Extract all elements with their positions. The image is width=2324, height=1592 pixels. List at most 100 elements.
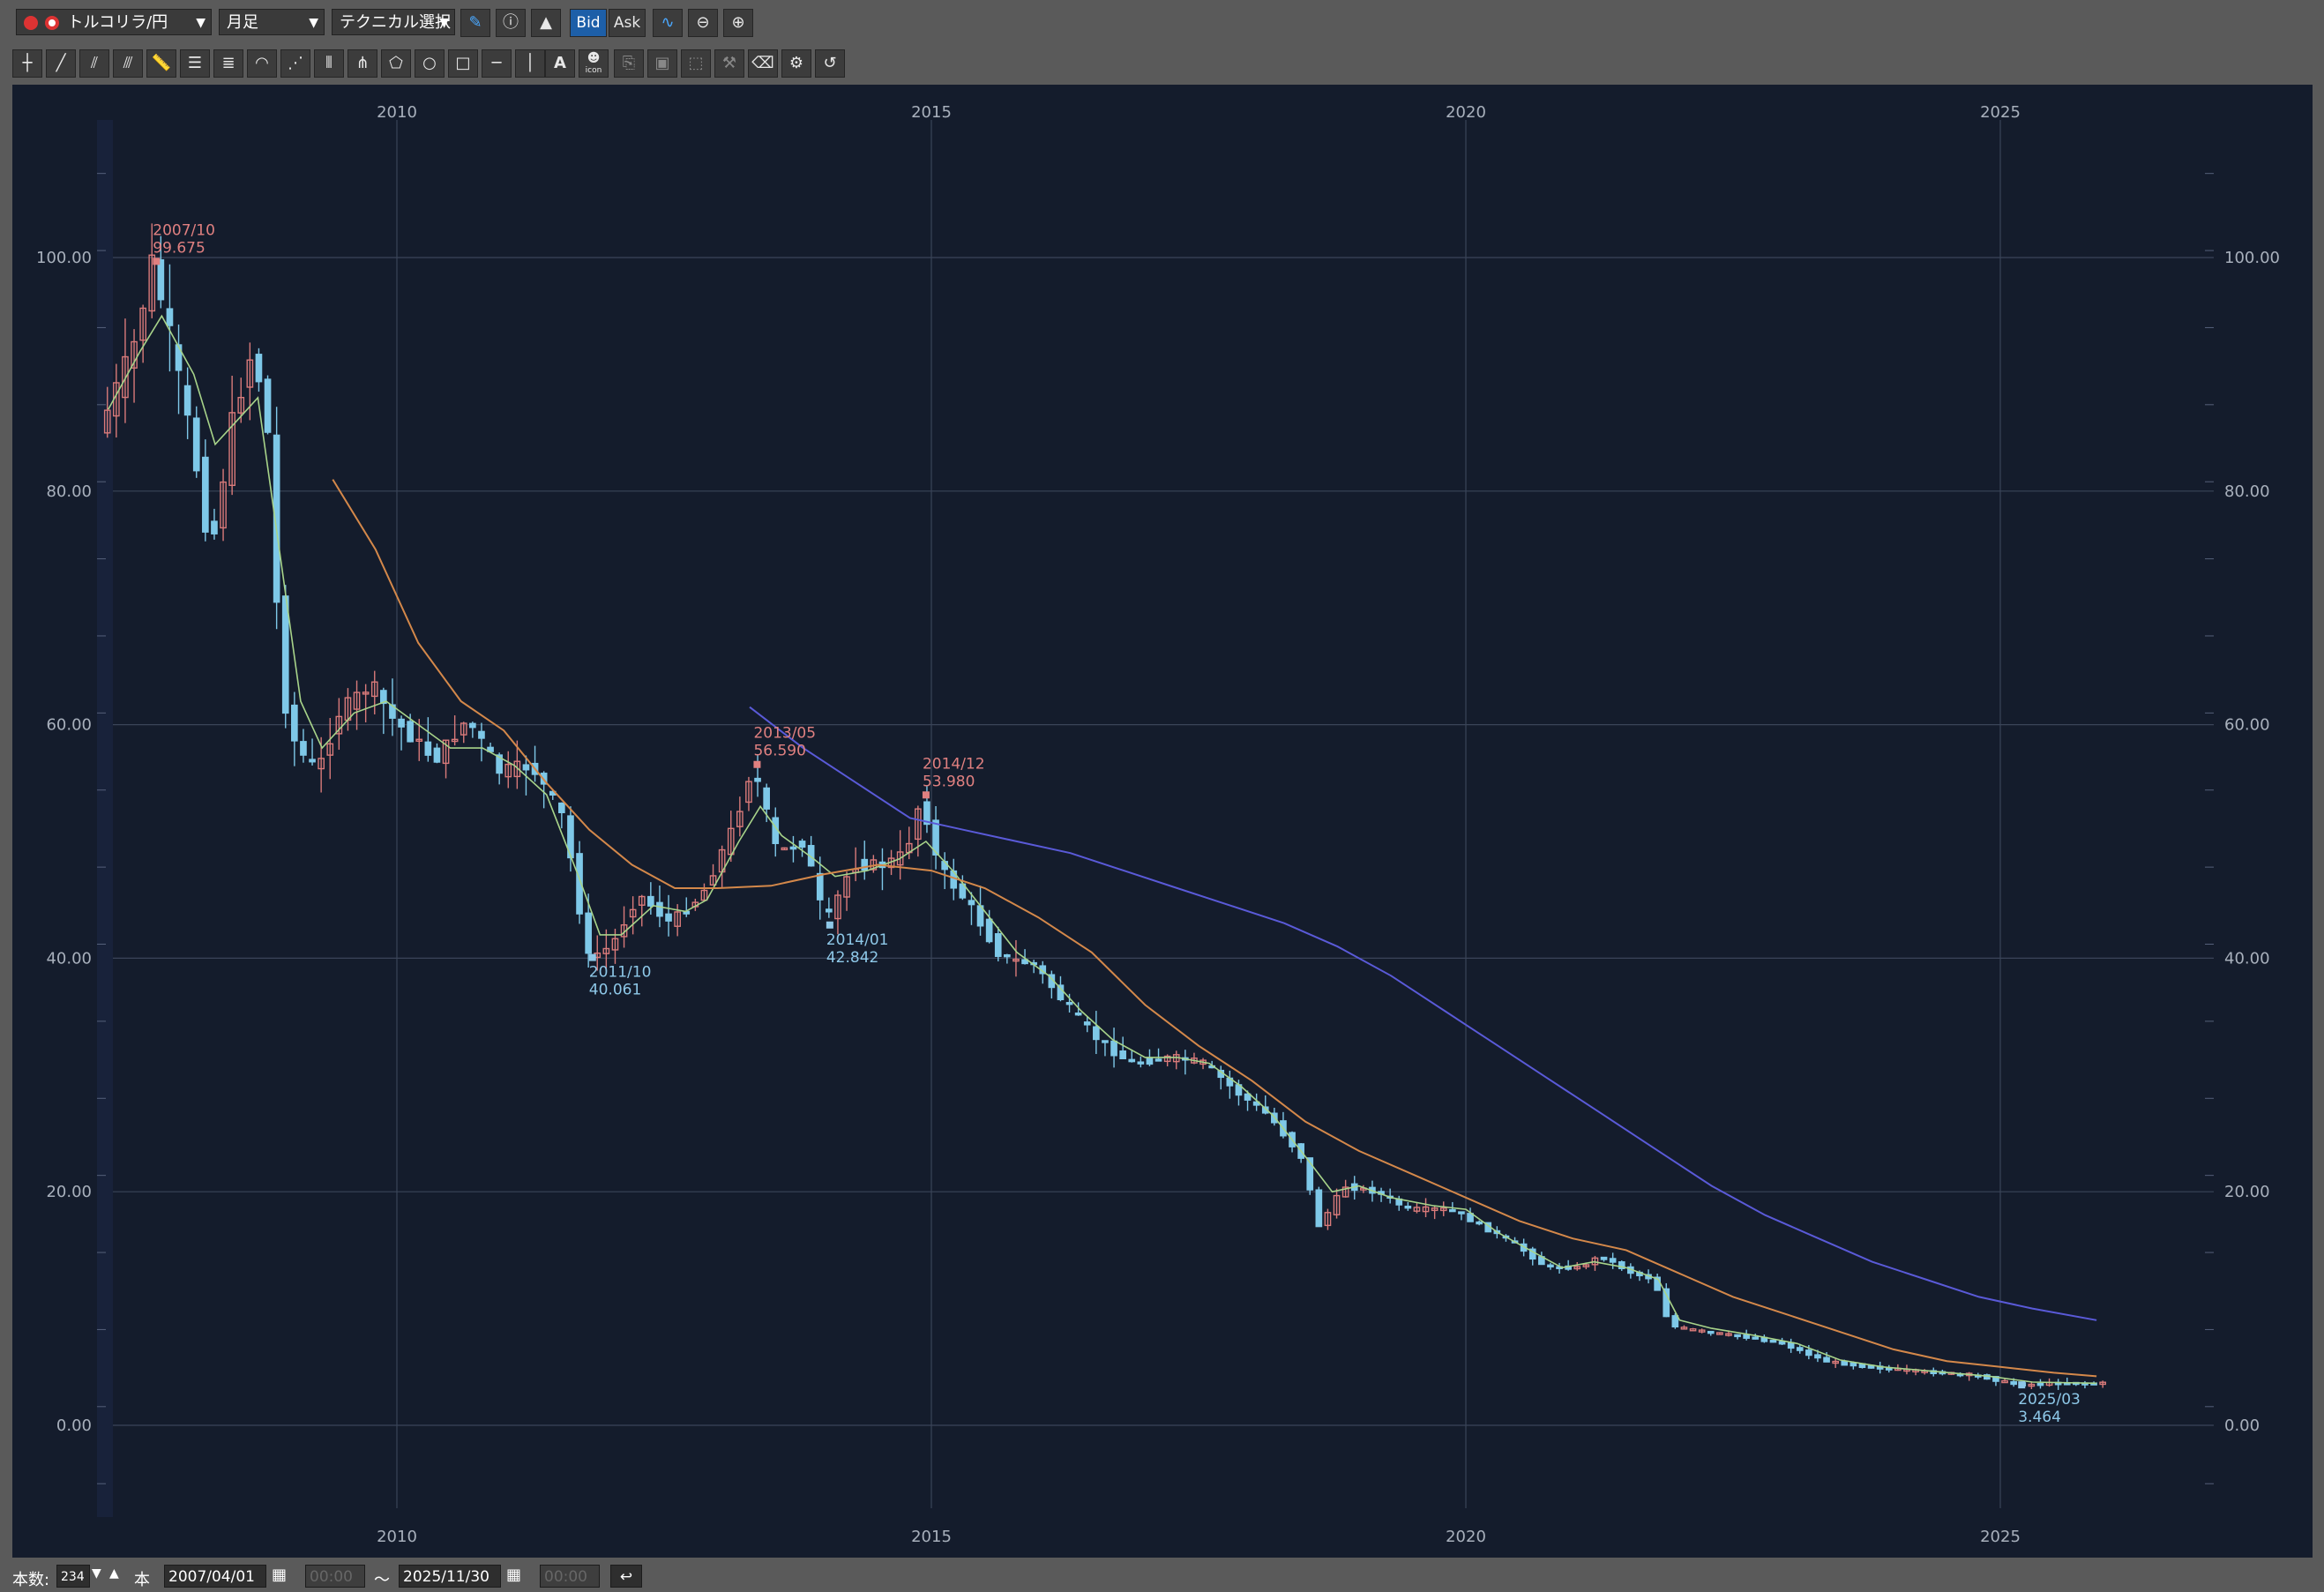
candle-body — [1600, 1256, 1608, 1260]
calendar-icon[interactable]: ▦ — [506, 1566, 522, 1584]
delete-all-tool[interactable]: ↺ — [815, 49, 845, 78]
ruler-tool[interactable]: 📏 — [146, 49, 176, 78]
candle-body — [843, 876, 850, 898]
technical-select[interactable]: テクニカル選択 ▼ — [332, 9, 455, 35]
ask-button[interactable]: Ask — [609, 9, 646, 37]
count-input[interactable]: 234 — [56, 1565, 90, 1588]
vertical-line-tool[interactable]: │ — [515, 49, 545, 78]
annotation-date: 2013/05 — [753, 725, 816, 743]
reset-button[interactable]: ↩ — [610, 1565, 642, 1588]
y-tick-label-left: 80.00 — [46, 482, 92, 501]
trendline-tool[interactable]: ╱ — [46, 49, 76, 78]
candle-body — [1528, 1248, 1536, 1260]
compress-button[interactable]: ∿ — [653, 9, 683, 37]
candle-body — [1618, 1261, 1625, 1269]
chart-panel[interactable]: 0.00 0.00 20.00 20.00 40.00 40.00 60.00 60.00 80… — [12, 85, 2313, 1558]
y-tick-label-left: 100.00 — [36, 249, 92, 267]
end-time-input[interactable]: 00:00 — [540, 1565, 600, 1588]
candle-body — [451, 738, 459, 743]
candle-body — [220, 481, 227, 529]
fan-tool[interactable]: ⋰ — [280, 49, 310, 78]
crosshair-icon: ┼ — [22, 54, 33, 72]
rectangle-tool[interactable]: □ — [448, 49, 478, 78]
price-chart[interactable]: 0.00 0.00 20.00 20.00 40.00 40.00 60.00 60.00 80… — [12, 85, 2313, 1558]
candle-body — [1306, 1157, 1314, 1191]
settings-tool[interactable]: ⚒ — [714, 49, 744, 78]
candle-body — [496, 754, 503, 774]
trendline-icon: ╱ — [56, 54, 66, 72]
channel-icon: ⫽ — [90, 54, 99, 72]
x-tick-label-top: 2010 — [377, 103, 417, 122]
y-tick-label-right: 60.00 — [2224, 716, 2270, 735]
candle-body — [202, 456, 209, 533]
icon-tool[interactable]: ☻ icon — [579, 49, 609, 78]
candle-body — [1778, 1341, 1786, 1345]
candle-body — [522, 764, 530, 771]
candle-body — [1324, 1212, 1332, 1227]
currency-pair-select[interactable]: トルコリラ/円 ▼ — [16, 9, 212, 35]
eraser-tool[interactable]: ⌫ — [748, 49, 778, 78]
rectangle-icon: □ — [455, 54, 471, 72]
candle-body — [389, 704, 396, 719]
info-icon: ⓘ — [503, 13, 519, 32]
crosshair-tool[interactable]: ┼ — [12, 49, 42, 78]
candle-body — [513, 760, 521, 778]
vertical-line-icon: │ — [525, 54, 535, 72]
candle-body — [192, 417, 200, 472]
paste-tool[interactable]: ▣ — [647, 49, 677, 78]
candle-body — [968, 900, 975, 906]
candle-body — [335, 715, 343, 735]
pitchfork-icon: ⋔ — [355, 54, 370, 72]
bid-button[interactable]: Bid — [570, 9, 607, 37]
info-button[interactable]: ⓘ — [496, 9, 526, 37]
count-down-icon[interactable]: ▼ — [92, 1566, 101, 1581]
horizontal-line-tool[interactable]: ─ — [482, 49, 512, 78]
candle-body — [370, 681, 378, 698]
candle-body — [1074, 1012, 1082, 1016]
x-tick-label-top: 2025 — [1980, 103, 2021, 122]
candle-body — [647, 895, 654, 907]
circle-tool[interactable]: ○ — [415, 49, 445, 78]
parallel-tool[interactable]: ⫻ — [113, 49, 143, 78]
fibonacci-tool[interactable]: ≣ — [213, 49, 243, 78]
arc-tool[interactable]: ◠ — [247, 49, 277, 78]
fibonacci-icon: ≣ — [221, 54, 235, 72]
properties-tool[interactable]: ⚙ — [781, 49, 811, 78]
candle-body — [1841, 1360, 1849, 1366]
pentagon-tool[interactable]: ⬠ — [381, 49, 411, 78]
start-time-input[interactable]: 00:00 — [305, 1565, 365, 1588]
high-marker — [153, 258, 161, 265]
candle-body — [407, 721, 414, 743]
left-scroll-shade — [97, 120, 113, 1517]
unit-label: 本 — [134, 1571, 150, 1589]
pitchfork-tool[interactable]: ⋔ — [347, 49, 377, 78]
pen-button[interactable]: ✎ — [460, 9, 490, 37]
channel-tool[interactable]: ⫽ — [79, 49, 109, 78]
candle-body — [1315, 1189, 1323, 1228]
calendar-icon[interactable]: ▦ — [272, 1566, 288, 1584]
start-date-input[interactable]: 2007/04/01 — [164, 1565, 266, 1588]
vertical-lines-tool[interactable]: ⦀ — [314, 49, 344, 78]
text-tool[interactable]: A — [545, 49, 575, 78]
end-date-input[interactable]: 2025/11/30 — [399, 1565, 501, 1588]
period-select[interactable]: 月足 ▼ — [219, 9, 325, 35]
y-tick-label-left: 60.00 — [46, 716, 92, 735]
vertical-lines-icon: ⦀ — [325, 54, 333, 72]
candle-body — [1021, 959, 1028, 965]
count-up-icon[interactable]: ▲ — [109, 1566, 119, 1581]
zoom-out-button[interactable]: ⊖ — [688, 9, 718, 37]
candle-body — [1467, 1213, 1474, 1222]
horizontal-lines-tool[interactable]: ☰ — [180, 49, 210, 78]
select-tool[interactable]: ⬚ — [681, 49, 711, 78]
circle-icon: ○ — [422, 54, 437, 72]
annotation-date: 2014/01 — [826, 931, 889, 949]
chart-type-button[interactable]: ▲ — [531, 9, 561, 37]
text-icon: A — [554, 54, 566, 72]
x-tick-label-bottom: 2025 — [1980, 1528, 2021, 1546]
chevron-down-icon: ▼ — [309, 16, 318, 30]
parallel-lines-icon: ⫻ — [123, 54, 133, 72]
candle-body — [2036, 1382, 2044, 1386]
zoom-in-button[interactable]: ⊕ — [723, 9, 753, 37]
zoom-in-icon: ⊕ — [731, 13, 745, 32]
copy-tool[interactable]: ⎘ — [614, 49, 644, 78]
